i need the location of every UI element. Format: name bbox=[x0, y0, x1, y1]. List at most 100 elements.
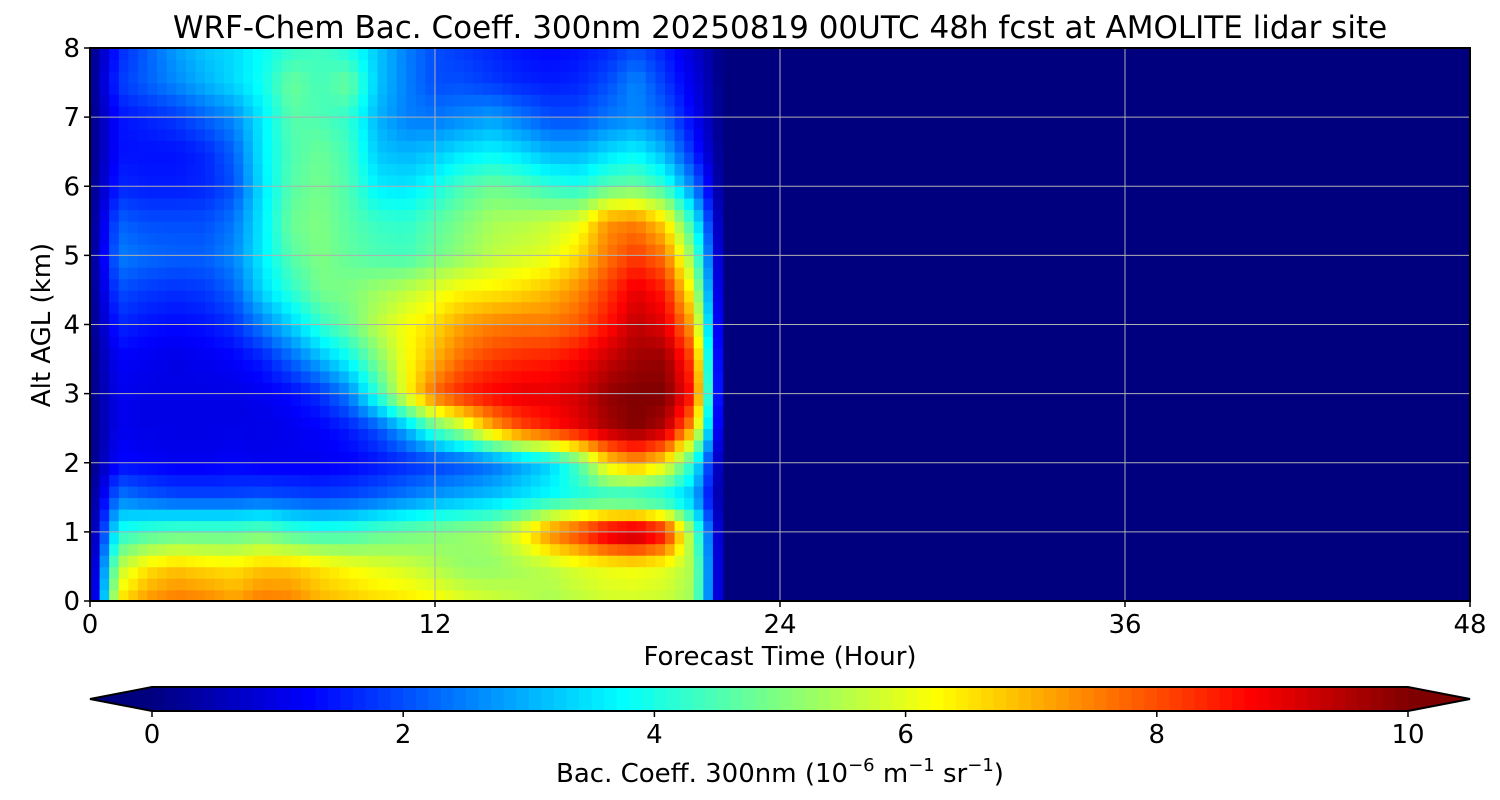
heatmap-cell bbox=[243, 140, 254, 153]
heatmap-cell bbox=[166, 59, 178, 72]
heatmap-cell bbox=[185, 197, 197, 211]
heatmap-cell bbox=[214, 347, 225, 360]
heatmap-cell bbox=[147, 566, 158, 579]
colorbar-step bbox=[993, 687, 1007, 711]
heatmap-cell bbox=[233, 163, 245, 176]
heatmap-cell bbox=[137, 312, 149, 326]
heatmap-cell bbox=[109, 416, 120, 429]
heatmap-cell bbox=[109, 105, 120, 118]
heatmap-cell bbox=[243, 197, 254, 211]
heatmap-cell bbox=[463, 243, 475, 257]
heatmap-cell bbox=[530, 174, 542, 188]
heatmap-cell bbox=[109, 312, 120, 326]
heatmap-cell bbox=[262, 497, 273, 510]
heatmap-cell bbox=[492, 117, 503, 130]
heatmap-cell bbox=[262, 174, 273, 188]
heatmap-cell bbox=[214, 566, 225, 579]
heatmap-cell bbox=[147, 232, 158, 245]
heatmap-cell bbox=[444, 140, 455, 153]
heatmap-cell bbox=[693, 289, 705, 303]
heatmap-cell bbox=[137, 266, 149, 280]
heatmap-cell bbox=[300, 197, 312, 211]
heatmap-cell bbox=[473, 151, 484, 165]
colorbar-step bbox=[189, 687, 203, 711]
heatmap-cell bbox=[463, 128, 475, 141]
heatmap-cell bbox=[511, 117, 523, 130]
heatmap-cell bbox=[358, 336, 369, 349]
heatmap-cell bbox=[272, 243, 283, 257]
heatmap-cell bbox=[214, 255, 225, 268]
heatmap-cell bbox=[90, 474, 101, 487]
heatmap-cell bbox=[109, 94, 120, 107]
heatmap-cell bbox=[272, 359, 283, 372]
heatmap-cell bbox=[425, 94, 436, 107]
heatmap-cell bbox=[367, 243, 379, 257]
heatmap-cell bbox=[176, 577, 187, 591]
heatmap-cell bbox=[243, 48, 254, 61]
heatmap-cell bbox=[521, 520, 532, 533]
heatmap-cell bbox=[626, 416, 638, 429]
heatmap-cell bbox=[607, 255, 618, 268]
heatmap-cell bbox=[607, 324, 618, 337]
heatmap-cell bbox=[559, 324, 570, 337]
heatmap-cell bbox=[578, 520, 590, 533]
heatmap-cell bbox=[310, 301, 321, 314]
heatmap-cell bbox=[243, 566, 254, 579]
heatmap-cell bbox=[655, 543, 666, 556]
heatmap-cell bbox=[645, 405, 657, 418]
heatmap-cell bbox=[339, 48, 350, 61]
heatmap-cell bbox=[626, 359, 638, 372]
heatmap-cell bbox=[205, 370, 216, 383]
heatmap-cell bbox=[559, 186, 570, 199]
heatmap-cell bbox=[415, 543, 427, 556]
heatmap-cell bbox=[118, 174, 130, 188]
heatmap-cell bbox=[540, 301, 551, 314]
heatmap-cell bbox=[320, 312, 331, 326]
heatmap-cell bbox=[310, 186, 321, 199]
heatmap-cell bbox=[463, 140, 475, 153]
heatmap-cell bbox=[214, 71, 225, 84]
colorbar-step bbox=[466, 687, 480, 711]
heatmap-cell bbox=[195, 589, 206, 601]
heatmap-cell bbox=[454, 105, 465, 118]
heatmap-cell bbox=[674, 543, 685, 556]
heatmap-cell bbox=[559, 508, 570, 522]
heatmap-cell bbox=[502, 324, 513, 337]
heatmap-cell bbox=[90, 451, 101, 464]
heatmap-cell bbox=[367, 117, 379, 130]
heatmap-cell bbox=[262, 94, 273, 107]
heatmap-cell bbox=[569, 543, 580, 556]
heatmap-cell bbox=[502, 497, 513, 510]
heatmap-cell bbox=[387, 71, 398, 84]
heatmap-cell bbox=[406, 105, 417, 118]
heatmap-cell bbox=[703, 577, 714, 591]
heatmap-cell bbox=[684, 243, 695, 257]
heatmap-cell bbox=[454, 59, 465, 72]
heatmap-cell bbox=[214, 151, 225, 165]
heatmap-cell bbox=[482, 474, 494, 487]
heatmap-cell bbox=[291, 520, 302, 533]
heatmap-cell bbox=[396, 554, 408, 568]
heatmap-cell bbox=[137, 336, 149, 349]
heatmap-cell bbox=[607, 105, 618, 118]
heatmap-cell bbox=[645, 324, 657, 337]
heatmap-cell bbox=[214, 266, 225, 280]
colorbar-tick-label: 10 bbox=[1391, 720, 1424, 750]
heatmap-cell bbox=[367, 577, 379, 591]
heatmap-cell bbox=[684, 474, 695, 487]
colorbar-step bbox=[365, 687, 379, 711]
heatmap-cell bbox=[387, 416, 398, 429]
heatmap-cell bbox=[482, 416, 494, 429]
heatmap-cell bbox=[425, 439, 436, 453]
heatmap-cell bbox=[329, 589, 340, 601]
heatmap-cell bbox=[492, 289, 503, 303]
heatmap-cell bbox=[463, 163, 475, 176]
heatmap-cell bbox=[559, 117, 570, 130]
heatmap-cell bbox=[205, 82, 216, 95]
heatmap-cell bbox=[655, 312, 666, 326]
heatmap-cell bbox=[463, 485, 475, 499]
heatmap-cell bbox=[712, 278, 724, 291]
heatmap-cell bbox=[166, 209, 178, 222]
colorbar-extend-high bbox=[1408, 687, 1470, 711]
heatmap-cell bbox=[329, 174, 340, 188]
